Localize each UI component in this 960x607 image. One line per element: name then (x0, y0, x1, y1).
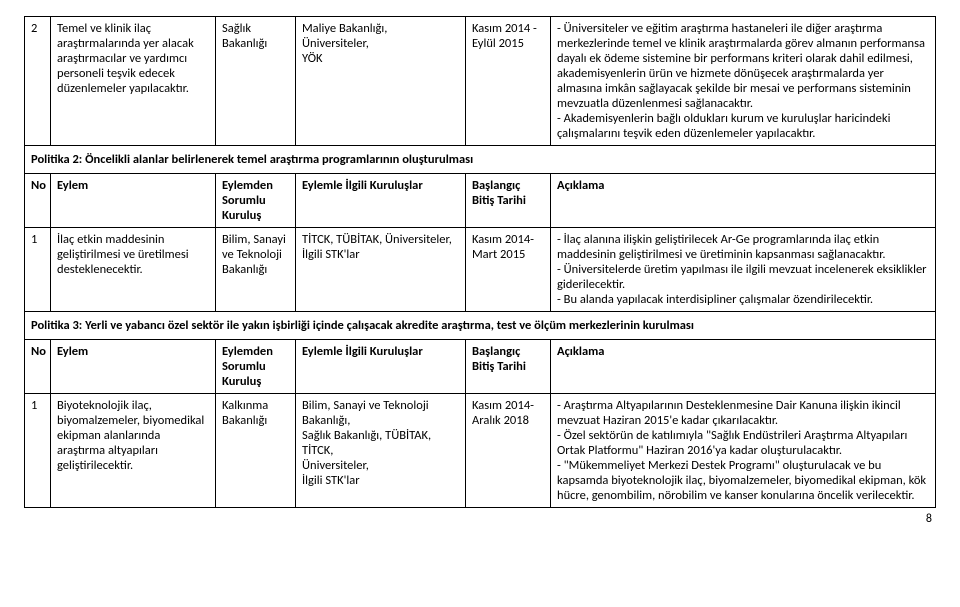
cell-no: 2 (25, 17, 51, 146)
cell-eylem: İlaç etkin maddesinin geliştirilmesi ve … (51, 228, 216, 312)
col-ilgili: Eylemle İlgili Kuruluşlar (296, 340, 466, 394)
text: - Üniversiteler ve eğitim araştırma hast… (557, 21, 925, 111)
section-politika-2: Politika 2: Öncelikli alanlar belirlener… (25, 146, 936, 174)
cell-aciklama: - Araştırma Altyapılarının Desteklenmesi… (551, 394, 936, 508)
table-row: 1 İlaç etkin maddesinin geliştirilmesi v… (25, 228, 936, 312)
col-ilgili: Eylemle İlgili Kuruluşlar (296, 174, 466, 228)
text: - Bu alanda yapılacak interdisipliner ça… (557, 292, 873, 307)
cell-tarih: Kasım 2014- Aralık 2018 (466, 394, 551, 508)
cell-no: 1 (25, 228, 51, 312)
text: Üniversiteler, (302, 36, 369, 51)
cell-sorumlu: Bilim, Sanayi ve Teknoloji Bakanlığı (216, 228, 296, 312)
page-number: 8 (24, 512, 936, 526)
cell-sorumlu: Kalkınma Bakanlığı (216, 394, 296, 508)
text: - "Mükemmeliyet Merkezi Destek Programı"… (557, 458, 926, 503)
text: Sağlık Bakanlığı, TÜBİTAK, TİTCK, (302, 428, 431, 458)
cell-eylem: Biyoteknolojik ilaç, biyomalzemeler, biy… (51, 394, 216, 508)
table-row: 2 Temel ve klinik ilaç araştırmalarında … (25, 17, 936, 146)
col-tarih: Başlangıç Bitiş Tarihi (466, 340, 551, 394)
col-no: No (25, 174, 51, 228)
text: - Üniversitelerde üretim yapılması ile i… (557, 262, 927, 292)
section-politika-3: Politika 3: Yerli ve yabancı özel sektör… (25, 312, 936, 340)
cell-ilgili: Bilim, Sanayi ve Teknoloji Bakanlığı, Sa… (296, 394, 466, 508)
text: - Araştırma Altyapılarının Desteklenmesi… (557, 398, 901, 428)
table-header: No Eylem Eylemden Sorumlu Kuruluş Eyleml… (25, 340, 936, 394)
text: Üniversiteler, (302, 458, 369, 473)
policy-table: 2 Temel ve klinik ilaç araştırmalarında … (24, 16, 936, 508)
cell-ilgili: Maliye Bakanlığı, Üniversiteler, YÖK (296, 17, 466, 146)
text: - Özel sektörün de katılımıyla "Sağlık E… (557, 428, 907, 458)
col-eylem: Eylem (51, 340, 216, 394)
cell-aciklama: - Üniversiteler ve eğitim araştırma hast… (551, 17, 936, 146)
text: - Akademisyenlerin bağlı oldukları kurum… (557, 111, 890, 141)
col-aciklama: Açıklama (551, 174, 936, 228)
cell-tarih: Kasım 2014- Mart 2015 (466, 228, 551, 312)
text: - İlaç alanına ilişkin geliştirilecek Ar… (557, 232, 886, 262)
col-sorumlu: Eylemden Sorumlu Kuruluş (216, 174, 296, 228)
cell-aciklama: - İlaç alanına ilişkin geliştirilecek Ar… (551, 228, 936, 312)
text: Bilim, Sanayi ve Teknoloji Bakanlığı, (302, 398, 429, 428)
cell-ilgili: TİTCK, TÜBİTAK, Üniversiteler, İlgili ST… (296, 228, 466, 312)
text: Maliye Bakanlığı, (302, 21, 387, 36)
section-title: Politika 3: Yerli ve yabancı özel sektör… (25, 312, 936, 340)
col-no: No (25, 340, 51, 394)
col-eylem: Eylem (51, 174, 216, 228)
cell-tarih: Kasım 2014 - Eylül 2015 (466, 17, 551, 146)
table-header: No Eylem Eylemden Sorumlu Kuruluş Eyleml… (25, 174, 936, 228)
col-aciklama: Açıklama (551, 340, 936, 394)
table-row: 1 Biyoteknolojik ilaç, biyomalzemeler, b… (25, 394, 936, 508)
cell-eylem: Temel ve klinik ilaç araştırmalarında ye… (51, 17, 216, 146)
text: İlgili STK'lar (302, 473, 360, 488)
cell-sorumlu: Sağlık Bakanlığı (216, 17, 296, 146)
cell-no: 1 (25, 394, 51, 508)
col-tarih: Başlangıç Bitiş Tarihi (466, 174, 551, 228)
text: YÖK (302, 51, 322, 66)
section-title: Politika 2: Öncelikli alanlar belirlener… (25, 146, 936, 174)
col-sorumlu: Eylemden Sorumlu Kuruluş (216, 340, 296, 394)
